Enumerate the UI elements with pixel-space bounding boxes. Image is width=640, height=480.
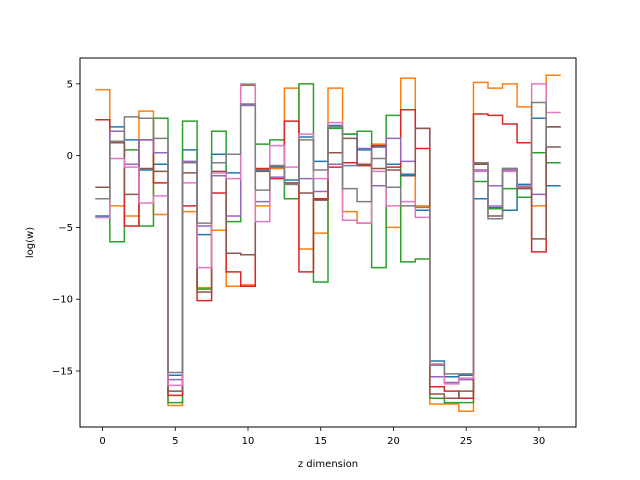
x-axis-label: z dimension bbox=[298, 459, 358, 470]
series-layer bbox=[95, 74, 561, 412]
x-tick-label: 0 bbox=[99, 436, 105, 447]
x-tick-label: 20 bbox=[387, 436, 400, 447]
x-axis-ticks: 0 5 10 15 20 25 30 bbox=[99, 427, 545, 447]
y-tick-label: −15 bbox=[52, 367, 73, 378]
series-line-3 bbox=[95, 83, 561, 404]
y-tick-label: 5 bbox=[67, 79, 73, 90]
x-tick-label: 30 bbox=[533, 436, 546, 447]
y-tick-label: −10 bbox=[52, 295, 73, 306]
x-tick-label: 25 bbox=[460, 436, 473, 447]
plot-frame bbox=[79, 57, 577, 428]
y-tick-label: 0 bbox=[67, 151, 73, 162]
x-tick-label: 15 bbox=[314, 436, 327, 447]
series-line-8 bbox=[95, 101, 561, 375]
y-axis-label: log(w) bbox=[25, 227, 36, 258]
x-tick-label: 5 bbox=[172, 436, 178, 447]
x-tick-label: 10 bbox=[242, 436, 255, 447]
y-axis-ticks: −15 −10 −5 0 5 bbox=[52, 79, 80, 378]
y-tick-label: −5 bbox=[58, 223, 73, 234]
